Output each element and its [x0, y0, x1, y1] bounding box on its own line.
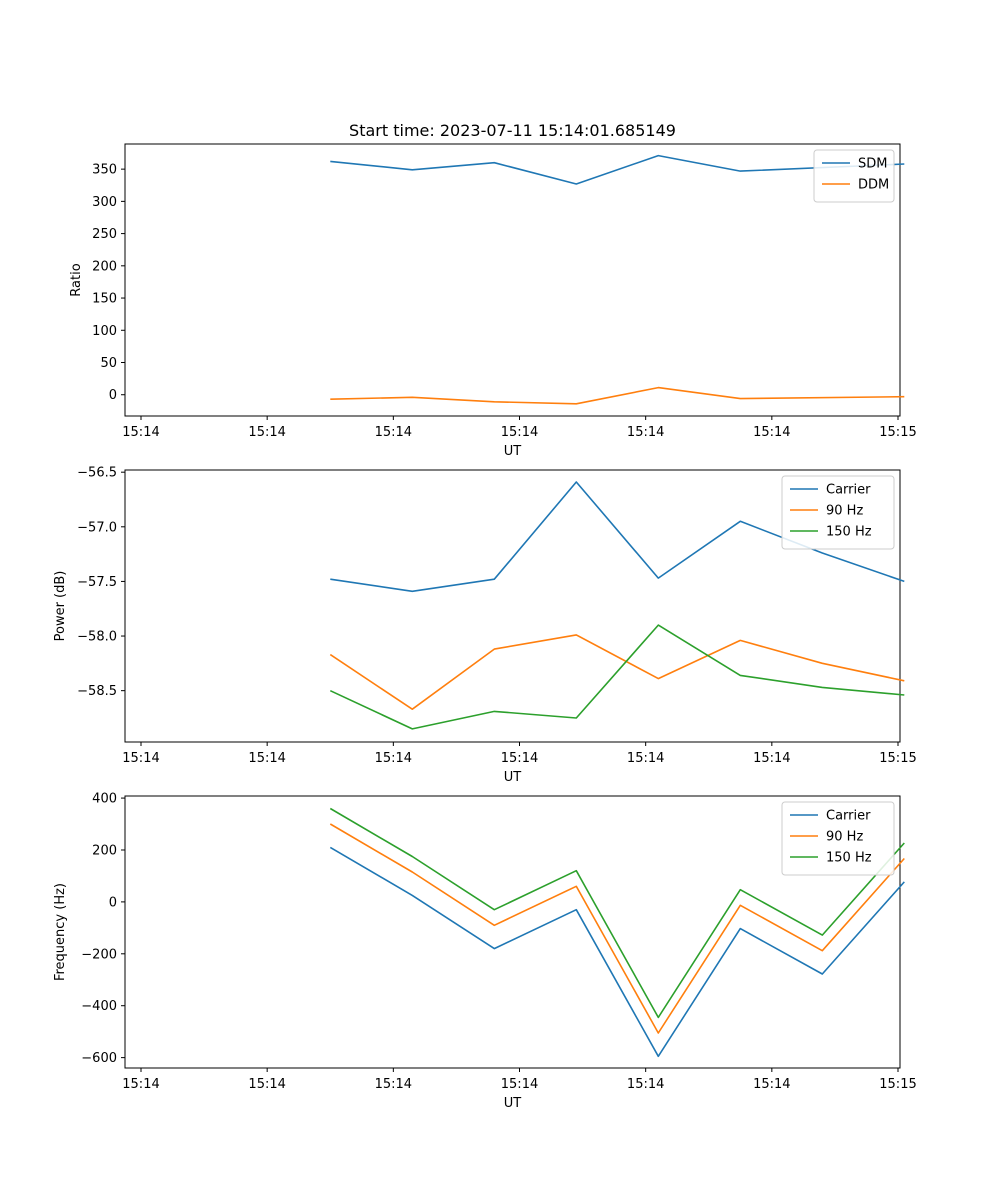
x-tick-label: 15:14: [627, 425, 664, 440]
y-tick-label: 0: [109, 895, 117, 910]
y-tick-label: −57.0: [77, 520, 117, 535]
legend-entry: Carrier: [826, 483, 871, 498]
legend: Carrier 90 Hz 150 Hz: [781, 475, 895, 550]
series-line-150-hz: [329, 624, 905, 730]
plots: Start time: 2023-07-11 15:14:01.685149 15…: [53, 121, 917, 1111]
y-tick-label: 300: [92, 195, 117, 210]
x-tick-label: 15:15: [879, 425, 916, 440]
x-tick-label: 15:14: [122, 425, 159, 440]
x-tick-label: 15:14: [753, 1077, 790, 1092]
x-tick-label: 15:14: [248, 1077, 285, 1092]
x-tick-label: 15:15: [879, 751, 916, 766]
x-tick-label: 15:14: [501, 425, 538, 440]
axes-frame: [124, 469, 901, 743]
x-tick-label: 15:14: [627, 751, 664, 766]
y-tick-label: 200: [92, 843, 117, 858]
x-tick-label: 15:14: [122, 1077, 159, 1092]
x-tick-label: 15:14: [248, 425, 285, 440]
subplot-2: 15:14 15:14 15:14 15:14 15:14 15:14 15:15 UT −58…: [53, 466, 917, 785]
legend-entry: 90 Hz: [826, 830, 863, 845]
x-tick-label: 15:14: [501, 751, 538, 766]
x-tick-label: 15:14: [753, 425, 790, 440]
legend-entry: 150 Hz: [826, 525, 872, 540]
legend: Carrier 90 Hz 150 Hz: [781, 801, 895, 876]
subplot-1: Start time: 2023-07-11 15:14:01.685149 15…: [69, 121, 917, 459]
x-tick-label: 15:14: [627, 1077, 664, 1092]
y-tick-label: 250: [92, 227, 117, 242]
y-tick-label: 50: [100, 356, 117, 371]
y-tick-label: 100: [92, 324, 117, 339]
axes-frame: [124, 143, 901, 417]
series-line-150-hz: [329, 807, 905, 1019]
x-tick-label: 15:14: [753, 751, 790, 766]
y-tick-label: 200: [92, 259, 117, 274]
y-tick-label: −58.0: [77, 630, 117, 645]
y-tick-label: −57.5: [77, 575, 117, 590]
x-tick-label: 15:14: [122, 751, 159, 766]
y-tick-label: −200: [81, 947, 117, 962]
x-tick-label: 15:14: [248, 751, 285, 766]
legend: SDM DDM: [813, 149, 895, 203]
legend-entry: Carrier: [826, 809, 871, 824]
y-tick-label: −400: [81, 999, 117, 1014]
x-tick-label: 15:14: [501, 1077, 538, 1092]
series-line-ddm: [330, 386, 905, 405]
y-axis-label: Ratio: [69, 263, 84, 296]
x-tick-label: 15:15: [879, 1077, 916, 1092]
legend-entry: SDM: [858, 157, 887, 172]
y-tick-label: 350: [92, 163, 117, 178]
y-axis-label: Frequency (Hz): [53, 883, 68, 981]
legend-entry: 150 Hz: [826, 851, 872, 866]
y-axis-label: Power (dB): [53, 571, 68, 642]
x-tick-label: 15:14: [375, 751, 412, 766]
y-tick-label: −600: [81, 1051, 117, 1066]
x-axis-label: UT: [504, 770, 522, 785]
series-line-sdm: [330, 154, 905, 185]
x-axis-label: UT: [504, 444, 522, 459]
legend-entry: DDM: [858, 178, 889, 193]
series-line-90-hz: [329, 823, 905, 1034]
x-tick-label: 15:14: [375, 1077, 412, 1092]
x-axis-label: UT: [504, 1096, 522, 1111]
y-tick-label: 150: [92, 292, 117, 307]
series-line-90-hz: [329, 634, 905, 711]
y-tick-label: −56.5: [77, 466, 117, 481]
y-tick-label: −58.5: [77, 684, 117, 699]
y-tick-label: 0: [109, 388, 117, 403]
axes-frame: [124, 795, 901, 1069]
chart-title: Start time: 2023-07-11 15:14:01.685149: [349, 121, 676, 140]
subplot-3: 15:14 15:14 15:14 15:14 15:14 15:14 15:15 UT −60…: [53, 792, 917, 1111]
x-tick-label: 15:14: [375, 425, 412, 440]
y-tick-label: 400: [92, 792, 117, 807]
series-line-carrier: [329, 846, 905, 1058]
legend-entry: 90 Hz: [826, 504, 863, 519]
